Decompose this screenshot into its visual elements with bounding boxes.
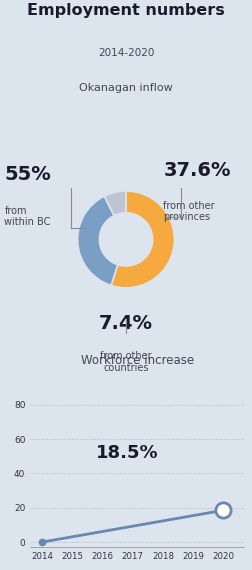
Text: from other
countries: from other countries <box>100 351 152 373</box>
Text: 18.5%: 18.5% <box>96 444 158 462</box>
Wedge shape <box>104 191 126 215</box>
Wedge shape <box>78 196 118 286</box>
Text: 2014-2020: 2014-2020 <box>98 48 154 58</box>
Text: from
within BC: from within BC <box>4 206 51 227</box>
Text: 55%: 55% <box>4 165 51 184</box>
Text: Okanagan inflow: Okanagan inflow <box>79 83 173 93</box>
Text: Employment numbers: Employment numbers <box>27 3 225 18</box>
Wedge shape <box>111 191 174 288</box>
Text: Workforce increase: Workforce increase <box>81 354 194 367</box>
Text: 37.6%: 37.6% <box>163 161 231 181</box>
Text: from other
provinces: from other provinces <box>163 201 215 222</box>
Text: 7.4%: 7.4% <box>99 314 153 333</box>
